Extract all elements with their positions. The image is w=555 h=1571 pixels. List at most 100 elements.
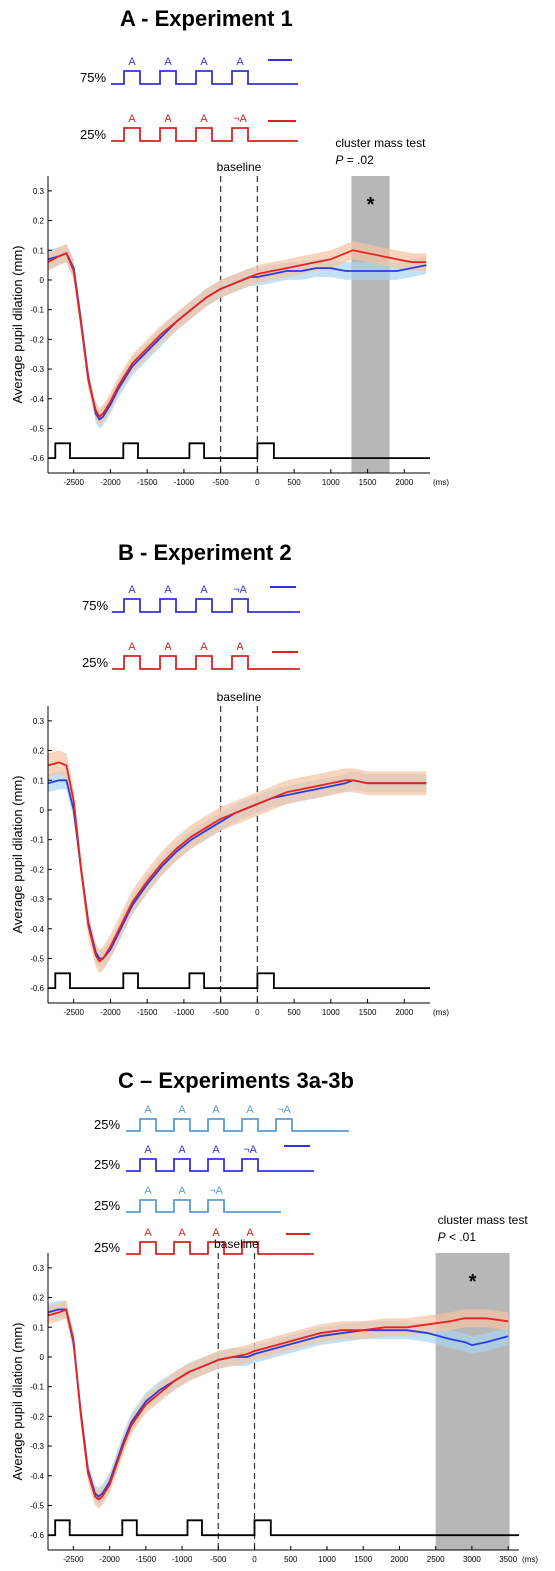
stimulus-trace bbox=[48, 442, 430, 459]
x-tick-label: -1000 bbox=[174, 1008, 195, 1017]
significance-window bbox=[351, 176, 390, 473]
x-tick-label: -2000 bbox=[100, 1008, 121, 1017]
chart-panel-1: baseline 0.3 0.2 0.1 0 -0.1 -0.2 -0.3 -0.4 -0.5 -0… bbox=[10, 690, 449, 1017]
y-tick-label: -0.6 bbox=[30, 454, 44, 463]
x-tick-label: -1500 bbox=[137, 478, 158, 487]
y-tick-label: -0.2 bbox=[30, 335, 44, 344]
tone-label: A bbox=[178, 1144, 186, 1156]
y-tick-label: -0.4 bbox=[30, 395, 44, 404]
x-tick-label: -1000 bbox=[172, 1555, 193, 1564]
x-tick-label: 1000 bbox=[318, 1555, 336, 1564]
x-tick-label: -1000 bbox=[174, 478, 195, 487]
tone-label: A bbox=[144, 1227, 152, 1239]
condition-waveform bbox=[112, 598, 300, 613]
x-tick-label: 2000 bbox=[391, 1555, 409, 1564]
y-tick-label: -0.5 bbox=[30, 1501, 44, 1510]
x-tick-label: 500 bbox=[287, 478, 301, 487]
tone-label: A bbox=[200, 113, 208, 125]
tone-label: A bbox=[128, 113, 136, 125]
legend-schematic-2: 25% A A A A ¬A 25% A A A ¬A 25% A A ¬A 25% A A A A bbox=[94, 1104, 349, 1255]
series-line bbox=[47, 249, 427, 418]
x-tick-label: 0 bbox=[252, 1555, 257, 1564]
significance-test-label: cluster mass test bbox=[335, 136, 426, 150]
x-tick-label: -500 bbox=[210, 1555, 227, 1564]
condition-waveform bbox=[126, 1118, 349, 1132]
condition-percent-label: 75% bbox=[82, 598, 108, 613]
baseline-label: baseline bbox=[217, 690, 262, 704]
significance-p-symbol: P bbox=[335, 153, 343, 167]
tone-label: A bbox=[212, 1144, 220, 1156]
y-tick-label: -0.5 bbox=[30, 954, 44, 963]
condition-waveform bbox=[111, 127, 298, 142]
tone-label: A bbox=[128, 641, 136, 653]
x-tick-label: 2500 bbox=[427, 1555, 445, 1564]
significance-p-symbol: P bbox=[438, 1230, 446, 1244]
y-axis-label: Average pupil dilation (mm) bbox=[10, 246, 25, 404]
y-tick-label: -0.3 bbox=[30, 895, 44, 904]
significance-star: * bbox=[367, 194, 375, 216]
significance-p-number: < .01 bbox=[446, 1230, 477, 1244]
y-tick-label: -0.3 bbox=[30, 1442, 44, 1451]
y-tick-label: 0 bbox=[40, 276, 45, 285]
x-unit-label: (ms) bbox=[433, 478, 449, 487]
tone-label: A bbox=[144, 1144, 152, 1156]
condition-waveform bbox=[112, 655, 300, 670]
significance-test-label: cluster mass test bbox=[438, 1213, 529, 1227]
x-tick-label: -1500 bbox=[136, 1555, 157, 1564]
y-tick-label: -0.6 bbox=[30, 1531, 44, 1540]
tone-label: A bbox=[128, 584, 136, 596]
condition-percent-label: 25% bbox=[94, 1198, 120, 1213]
significance-window bbox=[435, 1253, 510, 1550]
x-tick-label: -2500 bbox=[63, 1008, 84, 1017]
baseline-label: baseline bbox=[214, 1237, 259, 1251]
x-unit-label: (ms) bbox=[522, 1555, 538, 1564]
y-tick-label: 0.2 bbox=[33, 217, 45, 226]
tone-label: ¬A bbox=[277, 1104, 291, 1116]
y-tick-label: 0.1 bbox=[33, 776, 45, 785]
series-line bbox=[47, 761, 427, 963]
y-tick-label: 0.3 bbox=[33, 187, 45, 196]
x-tick-label: -2500 bbox=[63, 478, 84, 487]
series-confidence-band bbox=[48, 241, 427, 426]
x-tick-label: 0 bbox=[255, 478, 260, 487]
x-tick-label: -2000 bbox=[100, 478, 121, 487]
y-tick-label: -0.4 bbox=[30, 1472, 44, 1481]
tone-label: A bbox=[164, 584, 172, 596]
x-tick-label: 1500 bbox=[359, 478, 377, 487]
y-tick-label: -0.1 bbox=[30, 306, 44, 315]
stimulus-trace bbox=[48, 972, 430, 989]
significance-p-number: = .02 bbox=[343, 153, 374, 167]
y-tick-label: 0 bbox=[40, 806, 45, 815]
y-tick-label: -0.6 bbox=[30, 984, 44, 993]
tone-label: ¬A bbox=[243, 1144, 257, 1156]
tone-label: A bbox=[212, 1227, 220, 1239]
tone-label: A bbox=[236, 56, 244, 68]
tone-label: A bbox=[164, 641, 172, 653]
x-tick-label: 500 bbox=[284, 1555, 298, 1564]
baseline-label: baseline bbox=[217, 160, 262, 174]
y-axis-label: Average pupil dilation (mm) bbox=[10, 1323, 25, 1481]
y-tick-label: -0.5 bbox=[30, 424, 44, 433]
tone-label: A bbox=[212, 1104, 220, 1116]
tone-label: ¬A bbox=[233, 113, 247, 125]
condition-percent-label: 25% bbox=[80, 127, 106, 142]
condition-percent-label: 25% bbox=[82, 655, 108, 670]
y-tick-label: 0.2 bbox=[33, 747, 45, 756]
y-tick-label: 0.3 bbox=[33, 1264, 45, 1273]
tone-label: A bbox=[246, 1104, 254, 1116]
tone-label: A bbox=[178, 1185, 186, 1197]
x-tick-label: 2000 bbox=[395, 1008, 413, 1017]
tone-label: A bbox=[128, 56, 136, 68]
significance-star: * bbox=[469, 1271, 477, 1293]
y-tick-label: -0.3 bbox=[30, 365, 44, 374]
x-tick-label: -500 bbox=[213, 1008, 230, 1017]
tone-label: A bbox=[178, 1104, 186, 1116]
tone-label: A bbox=[246, 1227, 254, 1239]
x-tick-label: 3500 bbox=[499, 1555, 517, 1564]
x-tick-label: 2000 bbox=[395, 478, 413, 487]
y-tick-label: 0.1 bbox=[33, 1323, 45, 1332]
panel-b-title: B - Experiment 2 bbox=[118, 540, 292, 565]
legend-schematic-0: 75% A A A A 25% A A A ¬A bbox=[80, 56, 298, 142]
chart-panel-0: baseline 0.3 0.2 0.1 0 -0.1 -0.2 -0.3 -0.4 -0.5 -0… bbox=[10, 136, 449, 487]
